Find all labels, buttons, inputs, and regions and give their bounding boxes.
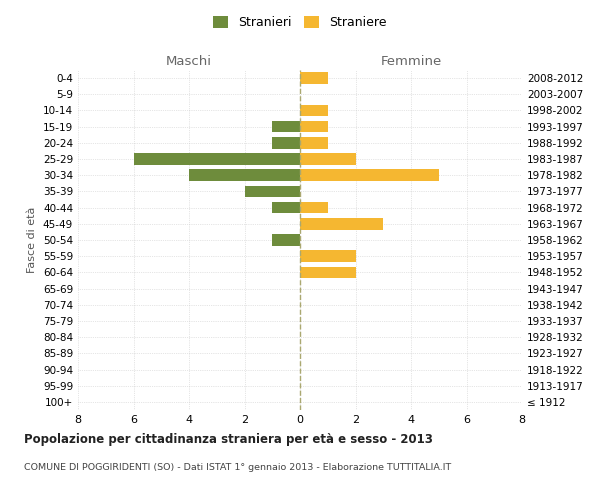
Bar [272,234,300,246]
Bar [300,72,328,84]
Bar [189,170,300,181]
Legend: Stranieri, Straniere: Stranieri, Straniere [208,11,392,34]
Text: Popolazione per cittadinanza straniera per età e sesso - 2013: Popolazione per cittadinanza straniera p… [24,432,433,446]
Bar [133,153,300,165]
Bar [300,266,355,278]
Bar [272,202,300,213]
Bar [272,121,300,132]
Y-axis label: Fasce di età: Fasce di età [28,207,37,273]
Bar [300,153,355,165]
Bar [300,121,328,132]
Bar [245,186,300,198]
Text: Maschi: Maschi [166,56,212,68]
Text: Femmine: Femmine [380,56,442,68]
Bar [300,137,328,148]
Bar [300,218,383,230]
Bar [300,202,328,213]
Bar [300,250,355,262]
Text: COMUNE DI POGGIRIDENTI (SO) - Dati ISTAT 1° gennaio 2013 - Elaborazione TUTTITAL: COMUNE DI POGGIRIDENTI (SO) - Dati ISTAT… [24,462,451,471]
Bar [300,104,328,117]
Bar [300,170,439,181]
Bar [272,137,300,148]
